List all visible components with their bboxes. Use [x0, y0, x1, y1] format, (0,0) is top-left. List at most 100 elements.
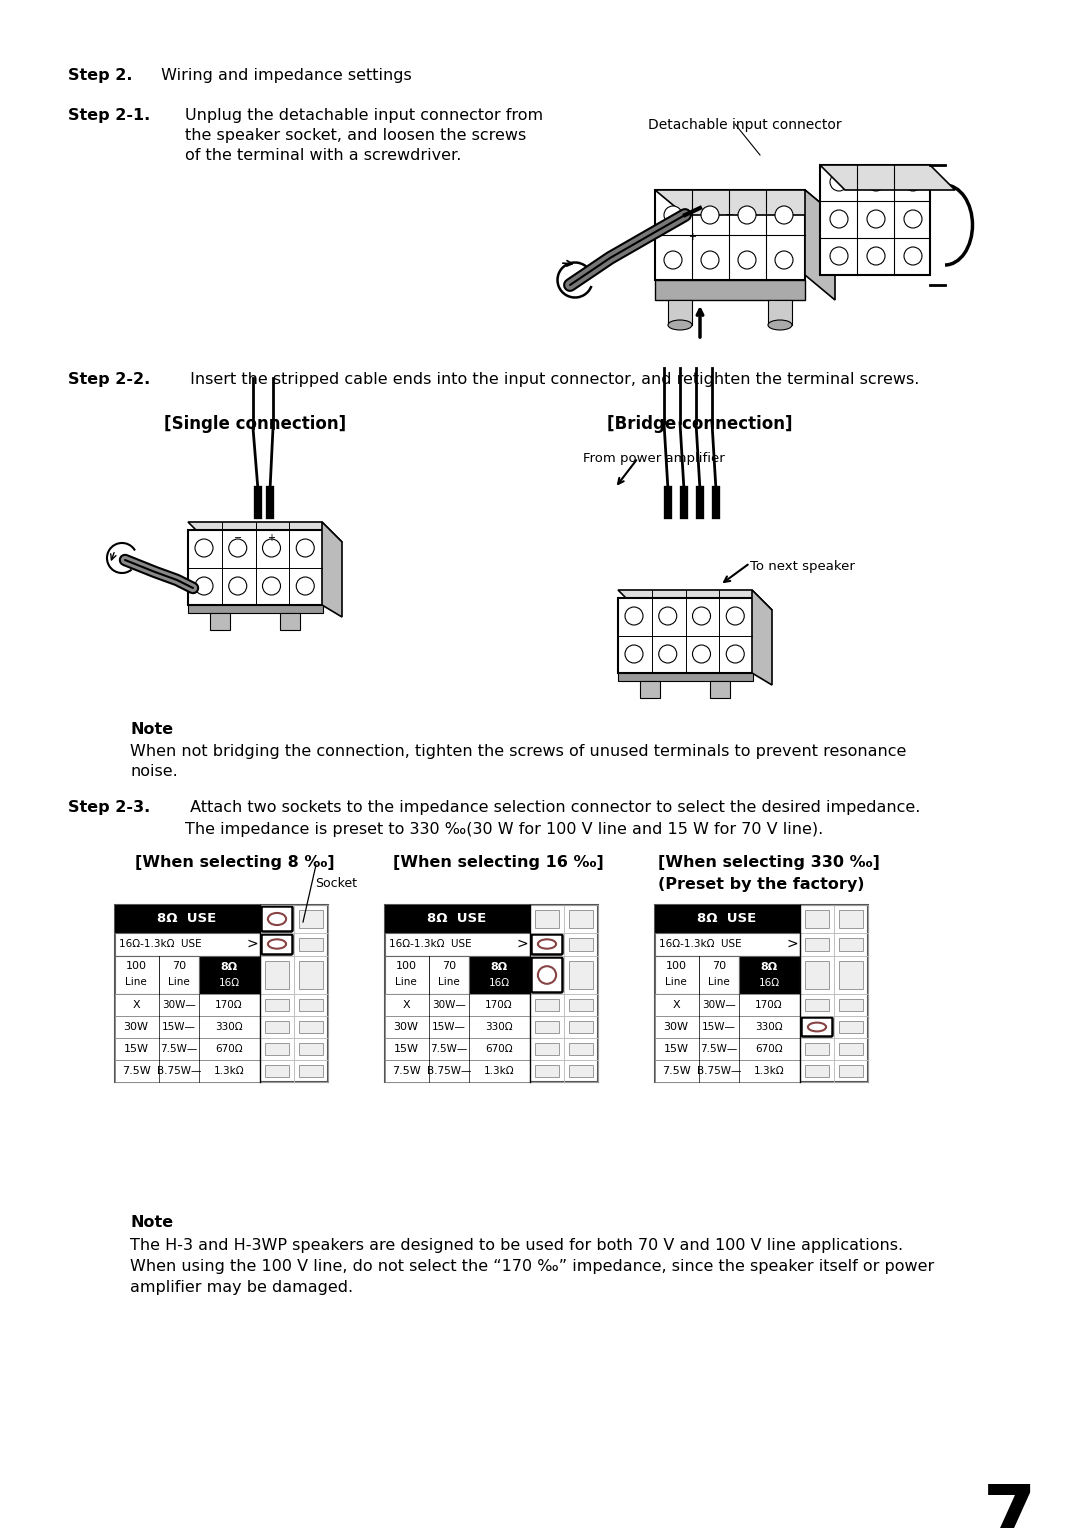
Bar: [839, 1044, 863, 1054]
Bar: [294, 1060, 328, 1082]
Bar: [114, 995, 260, 1016]
Circle shape: [229, 578, 246, 594]
Bar: [299, 1044, 323, 1054]
Bar: [260, 905, 294, 934]
Bar: [800, 995, 834, 1016]
Bar: [260, 995, 294, 1016]
Bar: [265, 1021, 289, 1033]
Bar: [654, 1060, 800, 1082]
Text: Socket: Socket: [315, 877, 357, 889]
Circle shape: [625, 645, 643, 663]
Bar: [710, 681, 730, 698]
Ellipse shape: [669, 319, 692, 330]
Bar: [564, 1060, 598, 1082]
Text: 7.5W—: 7.5W—: [700, 1044, 738, 1054]
Text: When using the 100 V line, do not select the “170 ‰” impedance, since the speake: When using the 100 V line, do not select…: [130, 1259, 934, 1274]
Bar: [805, 1065, 829, 1077]
Bar: [569, 911, 593, 927]
Circle shape: [904, 248, 922, 264]
Bar: [654, 905, 868, 1082]
Text: 1.3kΩ: 1.3kΩ: [214, 1067, 244, 1076]
Text: The impedance is preset to 330 ‰(30 W for 100 V line and 15 W for 70 V line).: The impedance is preset to 330 ‰(30 W fo…: [185, 822, 823, 837]
Bar: [384, 1016, 530, 1038]
Bar: [564, 995, 598, 1016]
Text: B.75W—: B.75W—: [697, 1067, 741, 1076]
Text: noise.: noise.: [130, 764, 178, 779]
Bar: [265, 1065, 289, 1077]
Text: (Preset by the factory): (Preset by the factory): [658, 877, 864, 892]
Circle shape: [701, 251, 719, 269]
Text: 670Ω: 670Ω: [215, 1044, 243, 1054]
Circle shape: [904, 173, 922, 191]
Text: Line: Line: [707, 976, 730, 987]
Bar: [839, 938, 863, 950]
Circle shape: [867, 248, 885, 264]
Bar: [299, 961, 323, 989]
Text: Line: Line: [395, 976, 417, 987]
Polygon shape: [768, 299, 792, 325]
Bar: [834, 905, 868, 934]
Text: 30W—: 30W—: [162, 999, 195, 1010]
Text: 8Ω  USE: 8Ω USE: [428, 912, 487, 926]
Circle shape: [738, 251, 756, 269]
Bar: [299, 938, 323, 950]
Text: 670Ω: 670Ω: [755, 1044, 783, 1054]
Text: 100: 100: [665, 961, 687, 970]
FancyBboxPatch shape: [261, 906, 293, 932]
Circle shape: [296, 578, 314, 594]
Text: 7: 7: [984, 1482, 1037, 1528]
Bar: [800, 957, 834, 995]
Bar: [569, 961, 593, 989]
Bar: [834, 1038, 868, 1060]
Text: −: −: [233, 533, 242, 542]
Bar: [294, 1016, 328, 1038]
Bar: [114, 1016, 260, 1038]
Text: 30W—: 30W—: [702, 999, 735, 1010]
Bar: [564, 1016, 598, 1038]
Bar: [654, 905, 800, 934]
Bar: [114, 934, 260, 957]
Bar: [800, 934, 834, 957]
Bar: [654, 934, 800, 957]
Bar: [564, 934, 598, 957]
Polygon shape: [510, 905, 530, 934]
Circle shape: [659, 645, 677, 663]
Bar: [839, 1021, 863, 1033]
Bar: [654, 1016, 800, 1038]
Text: Attach two sockets to the impedance selection connector to select the desired im: Attach two sockets to the impedance sele…: [185, 801, 920, 814]
Circle shape: [831, 209, 848, 228]
Polygon shape: [654, 280, 805, 299]
Text: 8Ω: 8Ω: [760, 963, 778, 972]
Bar: [260, 934, 294, 957]
Bar: [188, 605, 323, 613]
Ellipse shape: [538, 966, 556, 984]
Bar: [260, 957, 294, 995]
Bar: [564, 1038, 598, 1060]
Ellipse shape: [538, 940, 556, 949]
Text: 100: 100: [125, 961, 147, 970]
Bar: [834, 957, 868, 995]
Circle shape: [726, 607, 744, 625]
Bar: [820, 165, 930, 275]
Bar: [834, 934, 868, 957]
Bar: [834, 1016, 868, 1038]
Bar: [834, 1060, 868, 1082]
Bar: [839, 911, 863, 927]
Text: 16Ω-1.3kΩ  USE: 16Ω-1.3kΩ USE: [119, 940, 202, 949]
Text: 15W—: 15W—: [702, 1022, 735, 1031]
Text: Insert the stripped cable ends into the input connector, and retighten the termi: Insert the stripped cable ends into the …: [185, 371, 919, 387]
Circle shape: [904, 209, 922, 228]
Text: 15W: 15W: [393, 1044, 419, 1054]
Polygon shape: [805, 189, 835, 299]
Bar: [654, 995, 800, 1016]
Text: 16Ω: 16Ω: [488, 978, 510, 989]
Text: Detachable input connector: Detachable input connector: [648, 118, 841, 131]
Bar: [530, 905, 564, 934]
Text: 16Ω: 16Ω: [218, 978, 240, 989]
Bar: [114, 1060, 260, 1082]
Bar: [114, 1038, 260, 1060]
Bar: [530, 934, 564, 957]
Text: 170Ω: 170Ω: [755, 999, 783, 1010]
Text: 16Ω: 16Ω: [758, 978, 780, 989]
Bar: [839, 999, 863, 1012]
